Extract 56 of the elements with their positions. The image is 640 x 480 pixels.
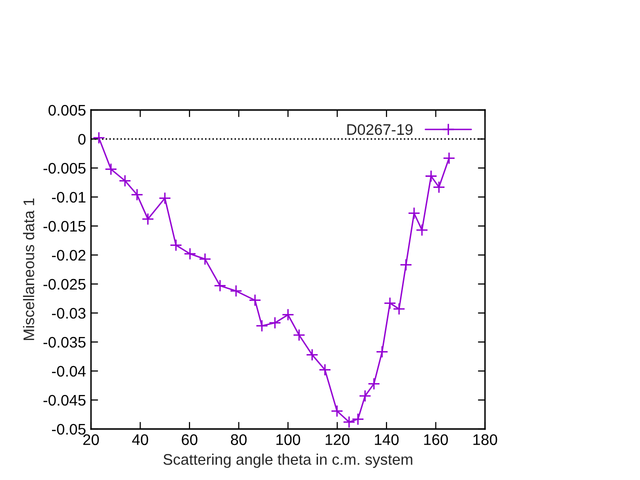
point <box>230 284 242 298</box>
y-axis-title: Miscellaneous data 1 <box>23 198 34 340</box>
x-tick-label: 100 <box>276 434 300 446</box>
point <box>424 170 438 182</box>
y-tick-label: -0.03 <box>52 308 86 319</box>
x-tick-label: 140 <box>374 434 399 446</box>
point <box>400 258 412 272</box>
x-tick-label: 180 <box>473 434 498 446</box>
point <box>184 248 196 260</box>
point <box>318 364 332 376</box>
point <box>118 174 132 188</box>
y-tick-label: -0.005 <box>44 162 86 174</box>
y-tick-label: -0.04 <box>52 366 86 377</box>
point <box>104 162 118 176</box>
point <box>292 328 306 342</box>
point <box>130 188 144 201</box>
point <box>392 302 406 316</box>
point <box>198 252 212 266</box>
point <box>248 294 262 306</box>
y-tick-label: -0.045 <box>44 394 86 406</box>
x-tick-label: 40 <box>132 434 148 446</box>
x-tick-label: 20 <box>83 434 99 446</box>
y-tick-label: -0.02 <box>52 250 86 261</box>
y-tick-label: 0.005 <box>48 104 86 116</box>
point <box>408 206 420 220</box>
point <box>158 192 172 204</box>
y-tick-label: -0.035 <box>44 336 86 348</box>
y-tick-label: 0 <box>78 134 86 145</box>
point <box>384 296 396 310</box>
point <box>214 279 226 292</box>
x-axis-title: Scattering angle theta in c.m. system <box>163 454 412 468</box>
point <box>442 152 456 164</box>
x-tick-label: 60 <box>182 434 198 446</box>
point <box>352 412 364 426</box>
point <box>416 224 428 236</box>
point <box>306 348 318 362</box>
point <box>92 132 106 144</box>
x-tick-label: 160 <box>424 434 448 446</box>
point <box>330 404 344 418</box>
point <box>170 238 182 252</box>
point <box>142 212 154 226</box>
y-tick-label: -0.015 <box>44 220 86 232</box>
point <box>368 378 380 390</box>
x-tick-label: 120 <box>326 434 350 446</box>
point <box>256 320 268 332</box>
point <box>282 308 294 321</box>
point <box>342 416 356 428</box>
point <box>268 316 282 330</box>
legend-label: D0267-19 <box>347 124 412 135</box>
y-tick-label: -0.025 <box>44 278 86 290</box>
point <box>358 390 372 402</box>
y-tick-label: -0.01 <box>52 192 86 203</box>
x-tick-label: 80 <box>230 434 247 446</box>
y-tick-label: -0.05 <box>52 424 86 435</box>
point <box>376 346 388 358</box>
point <box>432 180 446 194</box>
